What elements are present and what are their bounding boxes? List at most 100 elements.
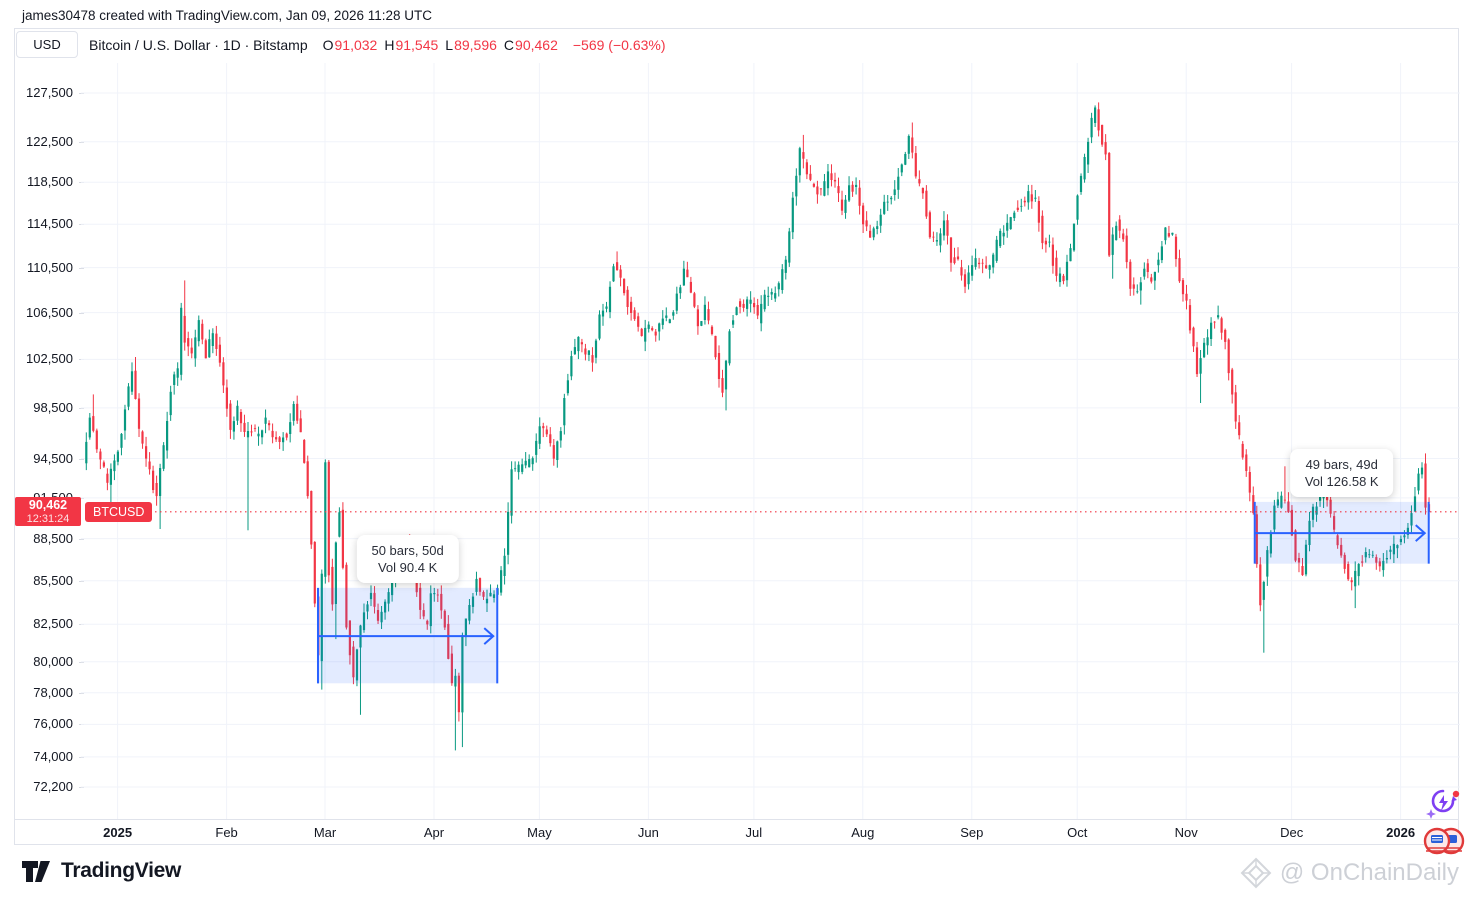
candle-body bbox=[570, 356, 573, 377]
candle-body bbox=[601, 310, 605, 317]
measure-tool-2[interactable] bbox=[1253, 501, 1430, 564]
price-tick-label: 110,500 bbox=[26, 259, 73, 275]
candle-body bbox=[145, 446, 148, 459]
tradingview-logo-text: TradingView bbox=[61, 859, 182, 882]
price-tick-label: 88,500 bbox=[33, 530, 73, 546]
price-tick-mark bbox=[79, 141, 84, 143]
chart-plot-area[interactable] bbox=[81, 63, 1460, 819]
candle-body bbox=[967, 272, 970, 285]
candle-body bbox=[935, 240, 938, 242]
candle-body bbox=[802, 152, 805, 159]
candle-body bbox=[391, 578, 394, 596]
candle-body bbox=[88, 417, 91, 438]
symbol-title[interactable]: Bitcoin / U.S. Dollar · 1D · Bitstamp bbox=[89, 37, 308, 53]
candle-body bbox=[475, 578, 478, 592]
candle-body bbox=[528, 459, 531, 468]
candle-body bbox=[914, 153, 917, 177]
candle-body bbox=[1157, 259, 1160, 266]
candlestick-canvas[interactable] bbox=[81, 63, 1460, 819]
candle-body bbox=[675, 293, 678, 311]
candle-body bbox=[700, 321, 703, 326]
candle-body bbox=[1364, 552, 1367, 558]
candle-body bbox=[956, 256, 960, 260]
candle-body bbox=[457, 675, 460, 713]
candle-body bbox=[559, 431, 562, 441]
candle-body bbox=[746, 299, 749, 309]
symbol-header-row: Bitcoin / U.S. Dollar · 1D · Bitstamp O9… bbox=[89, 29, 666, 61]
time-axis-label-sep: Sep bbox=[960, 825, 984, 840]
candle-body bbox=[1101, 124, 1104, 145]
candle-body bbox=[1336, 535, 1339, 546]
candle-body bbox=[1111, 234, 1114, 255]
candle-body bbox=[1206, 337, 1209, 346]
candle-body bbox=[1283, 499, 1286, 501]
candle-body bbox=[833, 179, 837, 182]
candle-body bbox=[556, 441, 559, 460]
candle-body bbox=[366, 604, 369, 612]
candle-body bbox=[805, 162, 808, 175]
candle-body bbox=[763, 294, 766, 310]
candle-body bbox=[623, 278, 626, 294]
candle-body bbox=[1375, 557, 1378, 563]
candle-body bbox=[1094, 107, 1097, 123]
candle-body bbox=[1378, 561, 1381, 567]
candle-body bbox=[1041, 215, 1044, 244]
tradingview-logo[interactable]: TradingView bbox=[22, 859, 181, 883]
candle-body bbox=[222, 362, 225, 386]
candle-body bbox=[264, 417, 267, 424]
candle-body bbox=[95, 430, 98, 450]
candle-body bbox=[633, 310, 636, 320]
price-tick-label: 106,500 bbox=[26, 304, 73, 320]
time-axis-label-may: May bbox=[527, 825, 552, 840]
candle-body bbox=[229, 403, 232, 430]
candle-body bbox=[1389, 549, 1392, 552]
candle-body bbox=[1297, 558, 1301, 563]
candle-body bbox=[1167, 233, 1170, 237]
candle-body bbox=[1002, 232, 1005, 237]
candle-body bbox=[714, 335, 717, 358]
candle-body bbox=[1129, 261, 1132, 289]
candle-body bbox=[159, 468, 162, 496]
currency-usd-button[interactable]: USD bbox=[16, 31, 78, 58]
candle-body bbox=[753, 303, 756, 308]
candle-body bbox=[173, 374, 176, 385]
candle-body bbox=[183, 315, 186, 343]
candle-body bbox=[724, 360, 728, 390]
candle-body bbox=[594, 340, 598, 358]
candle-body bbox=[1424, 463, 1427, 508]
candle-body bbox=[1248, 472, 1251, 493]
time-axis[interactable]: 2025 Feb Mar Apr May Jun Jul Aug Sep Oct Nov Dec 202… bbox=[15, 819, 1458, 846]
price-scale-axis[interactable]: 127,500 122,500 118,500 114,500 110,500 106,5… bbox=[15, 63, 84, 819]
candle-body bbox=[721, 378, 724, 393]
candle-body bbox=[1136, 291, 1139, 293]
candle-body bbox=[306, 461, 309, 497]
candle-body bbox=[369, 592, 373, 600]
candle-body bbox=[1354, 570, 1357, 587]
candle-body bbox=[531, 458, 534, 465]
candle-body bbox=[268, 423, 271, 426]
candle-body bbox=[886, 201, 889, 203]
candle-body bbox=[1319, 494, 1322, 501]
candle-body bbox=[299, 418, 302, 433]
candle-body bbox=[844, 199, 847, 213]
candle-body bbox=[120, 433, 123, 448]
candle-body bbox=[1090, 117, 1093, 138]
candle-body bbox=[608, 286, 612, 313]
candle-body bbox=[893, 189, 896, 195]
candle-body bbox=[949, 237, 953, 263]
candle-body bbox=[1210, 322, 1213, 339]
candle-body bbox=[296, 403, 299, 421]
change-value: −569 (−0.63%) bbox=[572, 37, 666, 53]
measure-tool-1[interactable] bbox=[316, 587, 499, 684]
candle-body bbox=[1269, 533, 1272, 554]
candle-body bbox=[352, 646, 355, 678]
candle-body bbox=[454, 675, 457, 687]
candle-body bbox=[1122, 233, 1125, 240]
measure-tooltip-2: 49 bars, 49d Vol 126.58 K bbox=[1289, 448, 1394, 497]
candle-body bbox=[1150, 277, 1153, 282]
candle-body bbox=[1301, 566, 1304, 576]
candle-body bbox=[703, 304, 706, 320]
candle-body bbox=[707, 309, 710, 321]
onchaindaily-watermark: @ OnChainDaily bbox=[1240, 857, 1459, 889]
candle-body bbox=[510, 469, 513, 516]
